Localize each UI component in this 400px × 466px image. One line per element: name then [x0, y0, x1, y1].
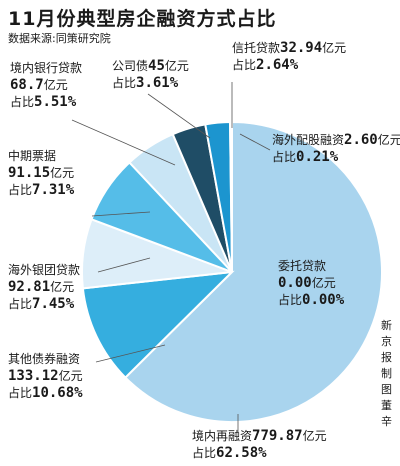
slice-percent: 2.64% — [256, 57, 299, 73]
pie-slice-0 — [123, 120, 383, 423]
slice-value: 91.15 — [8, 165, 51, 181]
slice-label-8: 委托贷款 0.00亿元 占比0.00% — [278, 258, 344, 309]
slice-unit: 亿元 — [50, 280, 75, 294]
slice-label-0: 境内再融资779.87亿元占比62.58% — [192, 428, 327, 462]
slice-unit: 亿元 — [43, 78, 68, 92]
slice-unit: 亿元 — [377, 133, 400, 147]
slice-label-1: 其他债券融资 133.12亿元占比10.68% — [8, 351, 83, 402]
slice-unit: 亿元 — [58, 369, 83, 383]
slice-share-prefix: 占比 — [232, 58, 257, 72]
leader-line-2 — [97, 257, 151, 273]
slice-name: 公司债 — [112, 59, 149, 73]
slice-share-prefix: 占比 — [192, 446, 217, 460]
slice-percent: 0.00% — [302, 292, 345, 308]
slice-percent: 0.21% — [296, 149, 339, 165]
leader-line-1 — [95, 344, 166, 363]
slice-name: 海外配股融资 — [272, 133, 345, 147]
slice-share-prefix: 占比 — [8, 386, 33, 400]
slice-label-7: 海外配股融资2.60亿元占比0.21% — [272, 132, 400, 166]
pie-slice-1 — [81, 270, 235, 379]
slice-name: 委托贷款 — [278, 259, 327, 273]
slice-label-2: 海外银团贷款 92.81亿元占比7.45% — [8, 262, 80, 313]
data-source: 数据来源:同策研究院 — [8, 32, 111, 45]
slice-percent: 5.51% — [34, 94, 77, 110]
slice-value: 68.7 — [10, 77, 44, 93]
slice-unit: 亿元 — [322, 41, 347, 55]
slice-value: 32.94 — [280, 40, 323, 56]
leader-line-3 — [91, 211, 151, 217]
slice-unit: 亿元 — [50, 166, 75, 180]
slice-label-5: 公司债45亿元占比3.61% — [112, 58, 189, 92]
slice-percent: 7.31% — [32, 182, 75, 198]
slice-share-prefix: 占比 — [8, 297, 33, 311]
slice-value: 0.00 — [278, 275, 312, 291]
slice-percent: 62.58% — [216, 445, 267, 461]
slice-name: 境内再融资 — [192, 429, 253, 443]
slice-name: 境内银行贷款 — [10, 61, 83, 75]
slice-percent: 7.45% — [32, 296, 75, 312]
slice-value: 2.60 — [344, 132, 378, 148]
leader-line-4 — [71, 119, 176, 166]
slice-name: 海外银团贷款 — [8, 263, 81, 277]
slice-value: 779.87 — [252, 428, 303, 444]
slice-share-prefix: 占比 — [8, 183, 33, 197]
slice-value: 92.81 — [8, 279, 51, 295]
slice-share-prefix: 占比 — [112, 76, 137, 90]
slice-value: 133.12 — [8, 368, 59, 384]
chart-credit: 新京报制图董辛 — [381, 319, 392, 428]
slice-percent: 10.68% — [32, 385, 83, 401]
slice-percent: 3.61% — [136, 75, 179, 91]
slice-label-3: 中期票据 91.15亿元占比7.31% — [8, 148, 74, 199]
leader-line-7 — [239, 133, 271, 151]
slice-name: 中期票据 — [8, 149, 57, 163]
slice-label-6: 信托贷款32.94亿元占比2.64% — [232, 40, 346, 74]
slice-name: 其他债券融资 — [8, 352, 81, 366]
slice-share-prefix: 占比 — [278, 293, 303, 307]
slice-value: 45 — [148, 58, 165, 74]
slice-name: 信托贷款 — [232, 41, 281, 55]
leader-line-5 — [147, 93, 211, 139]
slice-share-prefix: 占比 — [10, 95, 35, 109]
slice-unit: 亿元 — [311, 276, 336, 290]
chart-title: 11月份典型房企融资方式占比 — [8, 8, 277, 30]
slice-label-4: 境内银行贷款 68.7亿元 占比5.51% — [10, 60, 82, 111]
slice-share-prefix: 占比 — [272, 150, 297, 164]
slice-unit: 亿元 — [302, 429, 327, 443]
slice-unit: 亿元 — [164, 59, 189, 73]
